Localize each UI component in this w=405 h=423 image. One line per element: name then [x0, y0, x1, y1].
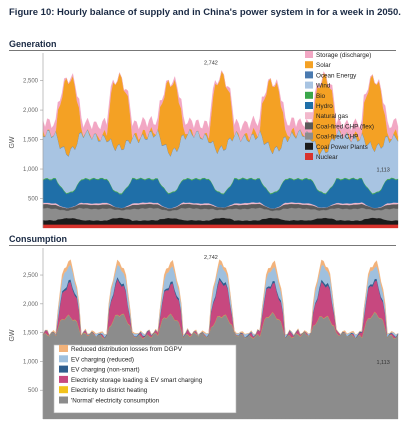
y-tick-label: 500 [28, 388, 39, 394]
y-tick-label: 500 [28, 197, 39, 203]
legend-label-normal-electricity-consumption: 'Normal' electricity consumption [71, 398, 160, 405]
peak-annotation: 2,742 [204, 255, 218, 261]
series-area-storage-discharge [42, 70, 399, 143]
legend-label-ocean-energy: Ocean Energy [316, 72, 357, 79]
consumption-panel-rule [9, 245, 396, 246]
legend-label-ev-charging-reduced: EV charging (reduced) [71, 356, 134, 363]
y-tick-label: 1,000 [23, 167, 39, 173]
legend-swatch-electricity-storage-loading-ev-smart-charging [59, 375, 68, 383]
y-tick-label: 2,000 [23, 108, 39, 114]
legend-label-ev-charging-non-smart: EV charging (non-smart) [71, 367, 140, 374]
legend-label-nuclear: Nuclear [316, 154, 338, 161]
y-tick-label: 2,500 [23, 79, 39, 85]
legend-swatch-ev-charging-reduced [59, 355, 68, 363]
generation-chart: 500 1,000 1,500 2,000 2,500 GW 2,742 1,113 Stora… [9, 51, 399, 229]
consumption-panel-title: Consumption [9, 234, 67, 244]
trough-annotation: 1,113 [376, 167, 389, 173]
legend-label-bio: Bio [316, 93, 326, 100]
trough-annotation: 1,113 [376, 360, 389, 366]
y-tick-label: 1,500 [23, 331, 39, 337]
legend-label-storage-discharge: Storage (discharge) [316, 52, 371, 59]
legend-swatch-coal-power-plants [305, 142, 313, 150]
legend-box [53, 344, 237, 414]
legend-swatch-ev-charging-non-smart [59, 365, 68, 373]
legend-label-coal-power-plants: Coal Power Plants [316, 144, 368, 151]
series-area-nuclear [42, 224, 399, 229]
legend-label-hydro: Hydro [316, 103, 333, 110]
peak-annotation: 2,742 [204, 60, 218, 66]
legend-swatch-coal-fired-chp [305, 132, 313, 140]
y-tick-label: 1,500 [23, 138, 39, 144]
y-tick-label: 2,000 [23, 302, 39, 308]
legend-label-wind: Wind [316, 83, 331, 90]
generation-panel-title: Generation [9, 39, 57, 49]
y-axis-label: GW [9, 136, 16, 148]
legend-swatch-hydro [305, 102, 313, 109]
legend-swatch-ocean-energy [305, 71, 313, 79]
legend-swatch-coal-fired-chp-flex [305, 122, 313, 130]
legend-swatch-bio [305, 91, 313, 99]
legend-swatch-storage-discharge [305, 51, 313, 58]
legend-swatch-nuclear [305, 153, 313, 160]
generation-panel-rule [9, 50, 396, 51]
legend-swatch-solar [305, 61, 313, 69]
y-tick-label: 2,500 [23, 273, 39, 279]
series-area-reduced-distribution-losses-from-dgpv [42, 259, 399, 336]
legend-swatch-natural-gas [305, 112, 313, 120]
legend-label-solar: Solar [316, 62, 331, 69]
figure-title: Figure 10: Hourly balance of supply and … [9, 7, 401, 18]
legend-swatch-normal-electricity-consumption [59, 396, 68, 404]
legend-label-electricity-storage-loading-ev-smart-charging: Electricity storage loading & EV smart c… [71, 377, 203, 384]
y-axis-label: GW [9, 329, 16, 341]
legend-label-natural-gas: Natural gas [316, 113, 348, 120]
legend-label-electricity-to-district-heating: Electricity to district heating [71, 387, 148, 394]
legend-swatch-electricity-to-district-heating [59, 386, 68, 394]
legend-swatch-wind [305, 81, 313, 89]
legend-swatch-reduced-distribution-losses-from-dgpv [59, 345, 68, 352]
legend-label-reduced-distribution-losses-from-dgpv: Reduced distribution losses from DGPV [71, 346, 183, 353]
consumption-chart: 500 1,000 1,500 2,000 2,500 GW 2,742 1,113 Reduc… [9, 248, 399, 420]
legend-label-coal-fired-chp: Coal-fired CHP [316, 134, 358, 141]
legend-label-coal-fired-chp-flex: Coal-fired CHP (flex) [316, 123, 374, 130]
y-tick-label: 1,000 [23, 359, 39, 365]
